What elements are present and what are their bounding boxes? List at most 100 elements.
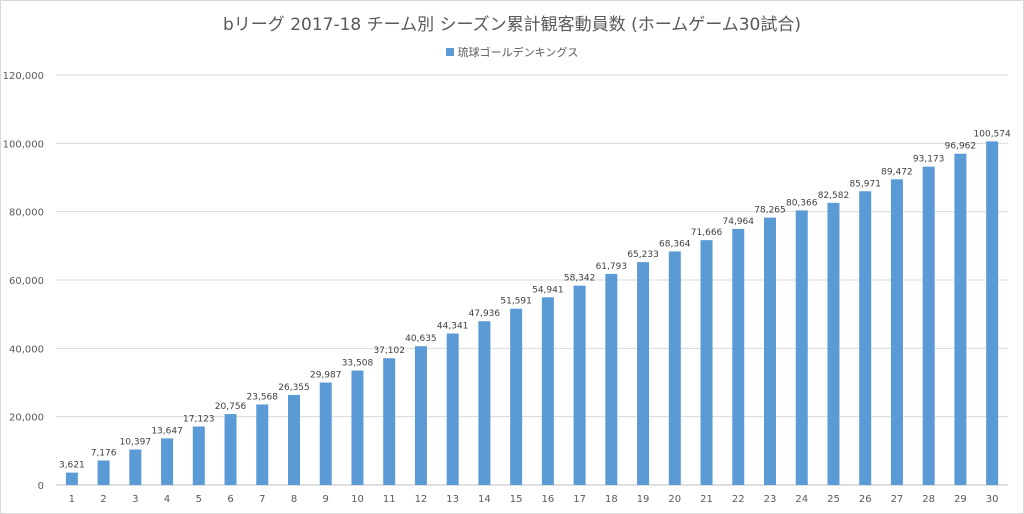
bar	[573, 285, 586, 485]
data-label: 17,123	[183, 414, 215, 424]
y-tick-label: 100,000	[3, 139, 44, 150]
data-label: 100,574	[974, 129, 1011, 139]
data-label: 58,342	[564, 274, 596, 284]
data-label: 89,472	[881, 167, 913, 177]
data-label: 29,987	[310, 371, 342, 381]
legend-label: 琉球ゴールデンキングス	[457, 46, 579, 59]
x-tick-label: 9	[323, 494, 329, 505]
bar	[319, 382, 332, 485]
x-tick-label: 28	[922, 494, 935, 505]
legend-swatch	[445, 48, 454, 56]
bar	[668, 251, 681, 485]
bar	[541, 297, 554, 485]
data-label: 65,233	[627, 250, 659, 260]
y-tick-label: 40,000	[9, 344, 44, 355]
x-tick-label: 2	[100, 494, 106, 505]
chart-title: bリーグ 2017-18 チーム別 シーズン累計観客動員数 (ホームゲーム30試…	[223, 15, 801, 35]
x-tick-label: 18	[605, 494, 618, 505]
data-label: 7,176	[91, 448, 117, 458]
data-label: 74,964	[723, 217, 755, 227]
bar	[161, 438, 174, 485]
bar	[764, 217, 776, 485]
x-tick-label: 25	[827, 494, 840, 505]
data-label: 20,756	[215, 402, 247, 412]
bar	[827, 202, 840, 485]
bar	[890, 179, 903, 485]
x-tick-label: 29	[954, 494, 967, 505]
bar	[446, 333, 459, 485]
data-label: 54,941	[532, 285, 564, 295]
data-label: 82,582	[818, 191, 850, 201]
data-label: 85,971	[849, 179, 881, 189]
bar	[97, 460, 110, 485]
x-tick-label: 8	[291, 494, 297, 505]
data-label: 96,962	[945, 142, 977, 152]
data-label: 61,793	[596, 262, 628, 272]
bar	[732, 228, 745, 486]
bar	[129, 449, 142, 485]
data-label: 3,621	[59, 461, 85, 471]
x-tick-label: 13	[446, 494, 459, 505]
x-tick-label: 7	[259, 494, 265, 505]
x-tick-label: 20	[668, 494, 681, 505]
bar	[795, 210, 808, 485]
data-label: 23,568	[247, 392, 279, 402]
bar	[605, 273, 618, 485]
data-label: 93,173	[913, 155, 945, 165]
x-tick-label: 12	[415, 494, 428, 505]
bar	[383, 358, 396, 485]
x-tick-label: 15	[510, 494, 523, 505]
bar	[256, 404, 269, 485]
x-tick-label: 3	[132, 494, 138, 505]
data-label: 37,102	[373, 346, 405, 356]
x-tick-label: 23	[764, 494, 777, 505]
bar	[859, 191, 872, 485]
data-label: 40,635	[405, 334, 437, 344]
x-tick-label: 5	[196, 494, 202, 505]
x-tick-label: 14	[478, 494, 491, 505]
data-label: 10,397	[120, 437, 152, 447]
x-tick-label: 11	[383, 494, 396, 505]
y-tick-label: 0	[38, 481, 44, 492]
x-tick-label: 17	[573, 494, 586, 505]
x-tick-label: 1	[69, 494, 75, 505]
bar	[637, 262, 650, 485]
x-tick-label: 30	[986, 494, 999, 505]
x-tick-label: 16	[541, 494, 554, 505]
bar	[288, 394, 300, 485]
bar	[510, 308, 523, 485]
data-label: 26,355	[278, 383, 310, 393]
data-label: 71,666	[691, 228, 723, 238]
bar	[65, 472, 78, 485]
x-tick-label: 22	[732, 494, 745, 505]
x-tick-label: 21	[700, 494, 713, 505]
x-tick-label: 4	[164, 494, 170, 505]
data-label: 13,647	[151, 426, 183, 436]
bar	[192, 426, 205, 485]
x-tick-label: 27	[891, 494, 904, 505]
data-label: 33,508	[342, 359, 374, 369]
y-tick-label: 120,000	[3, 71, 44, 82]
x-tick-label: 19	[637, 494, 650, 505]
bar	[922, 166, 935, 485]
bar	[478, 321, 491, 485]
data-label: 78,265	[754, 206, 786, 216]
bar	[414, 346, 427, 485]
bar	[986, 141, 999, 485]
legend: 琉球ゴールデンキングス	[0, 44, 1024, 60]
y-tick-label: 80,000	[9, 208, 44, 219]
bar	[351, 370, 364, 485]
y-tick-label: 60,000	[9, 276, 44, 287]
x-tick-label: 10	[351, 494, 364, 505]
x-tick-label: 6	[227, 494, 233, 505]
x-tick-label: 24	[795, 494, 808, 505]
data-label: 68,364	[659, 239, 691, 249]
data-label: 44,341	[437, 322, 469, 332]
data-label: 80,366	[786, 198, 818, 208]
y-tick-label: 20,000	[9, 413, 44, 424]
x-tick-label: 26	[859, 494, 872, 505]
data-label: 47,936	[469, 309, 501, 319]
bar	[224, 414, 237, 485]
data-label: 51,591	[500, 297, 532, 307]
